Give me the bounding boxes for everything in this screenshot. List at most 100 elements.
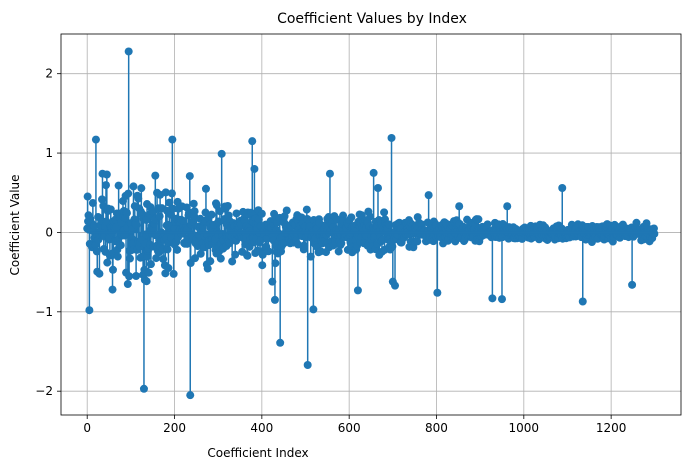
stem-marker	[578, 297, 587, 306]
stem-marker	[125, 254, 134, 263]
stem-marker	[243, 251, 252, 260]
stem-marker	[102, 170, 111, 179]
stem-marker	[503, 202, 512, 211]
stem-marker	[159, 255, 168, 264]
stem-marker	[101, 181, 110, 190]
x-tick-label: 800	[425, 421, 448, 435]
stem-marker	[223, 201, 232, 210]
stem-marker	[169, 269, 178, 278]
x-tick-label: 1200	[596, 421, 627, 435]
stem-marker	[98, 195, 107, 204]
stem-marker	[103, 258, 112, 267]
stem-marker	[92, 247, 101, 256]
stem-marker	[120, 231, 129, 240]
stem-marker	[366, 212, 375, 221]
stem-marker	[165, 198, 174, 207]
stem-marker	[264, 247, 273, 256]
stem-marker	[125, 272, 134, 281]
stem-marker	[632, 218, 641, 227]
stem-marker	[650, 229, 659, 238]
stem-marker	[132, 271, 141, 280]
stem-marker	[114, 181, 123, 190]
stem-marker	[373, 183, 382, 192]
stem-marker	[137, 184, 146, 193]
stem-marker	[248, 137, 257, 146]
stem-marker	[139, 384, 148, 393]
stem-marker	[232, 209, 241, 218]
y-tick-label: 1	[45, 146, 53, 160]
y-tick-label: 2	[45, 67, 53, 81]
stem-marker	[123, 280, 132, 289]
stem-marker	[113, 252, 122, 261]
stem-marker	[88, 199, 97, 208]
stem-marker	[294, 240, 303, 249]
stem-marker	[203, 264, 212, 273]
stem-marker	[282, 206, 291, 215]
stem-marker	[186, 391, 195, 400]
stem-marker	[488, 294, 497, 303]
stem-marker	[216, 254, 225, 263]
stem-marker	[142, 277, 151, 286]
stem-marker	[391, 281, 400, 290]
stem-marker	[196, 249, 205, 258]
stem-marker	[225, 239, 234, 248]
stem-marker	[116, 241, 125, 250]
stem-marker	[413, 237, 422, 246]
stem-marker	[268, 277, 277, 286]
stem-marker	[201, 184, 210, 193]
stem-marker	[122, 209, 131, 218]
stem-marker	[134, 194, 143, 203]
stem-marker	[325, 169, 334, 178]
stem-marker	[217, 149, 226, 158]
plot-frame	[60, 33, 682, 416]
stem-marker	[250, 164, 259, 173]
stem-marker	[558, 183, 567, 192]
x-tick-label: 200	[163, 421, 186, 435]
stem-marker	[212, 201, 221, 210]
stem-marker	[91, 135, 100, 144]
stem-marker	[302, 205, 311, 214]
stem-marker	[339, 211, 348, 220]
stem-marker	[337, 239, 346, 248]
stem-marker	[455, 202, 464, 211]
chart-title: Coefficient Values by Index	[277, 11, 467, 27]
stem-marker	[270, 295, 279, 304]
stem-marker	[257, 209, 266, 218]
stem-marker	[108, 265, 117, 274]
stem-marker	[474, 215, 483, 224]
stem-marker	[90, 221, 99, 230]
stem-marker	[353, 286, 362, 295]
stem-marker	[369, 168, 378, 177]
x-tick-label: 600	[338, 421, 361, 435]
y-axis-ticks: −2 −1 0 1 2	[35, 67, 61, 398]
stem-marker	[190, 207, 199, 216]
y-tick-label: −1	[35, 305, 53, 319]
stem-marker	[483, 220, 492, 229]
stem-marker	[497, 295, 506, 304]
stem-marker	[108, 285, 117, 294]
stem-marker	[106, 205, 115, 214]
stem-marker	[228, 257, 237, 266]
stem-marker	[144, 268, 153, 277]
stem-marker	[315, 219, 324, 228]
x-tick-label: 1000	[509, 421, 540, 435]
stem-marker	[151, 171, 160, 180]
stem-marker	[146, 260, 155, 269]
x-tick-label: 400	[250, 421, 273, 435]
stem-marker	[207, 210, 216, 219]
stem-marker	[231, 250, 240, 259]
stem-marker	[347, 213, 356, 222]
stem-marker	[276, 338, 285, 347]
stem-marker	[387, 133, 396, 142]
stem-marker	[85, 306, 94, 315]
stem-marker	[95, 269, 104, 278]
stem-marker	[628, 280, 637, 289]
x-axis-title: Coefficient Index	[207, 446, 308, 460]
stem-marker	[83, 192, 92, 201]
stem-marker	[303, 360, 312, 369]
stem-marker	[384, 220, 393, 229]
stem-marker	[306, 252, 315, 261]
x-axis-ticks: 0 200 400 600 800 1000 1200	[83, 415, 626, 435]
stem-marker	[271, 259, 280, 268]
stem-marker	[309, 305, 318, 314]
